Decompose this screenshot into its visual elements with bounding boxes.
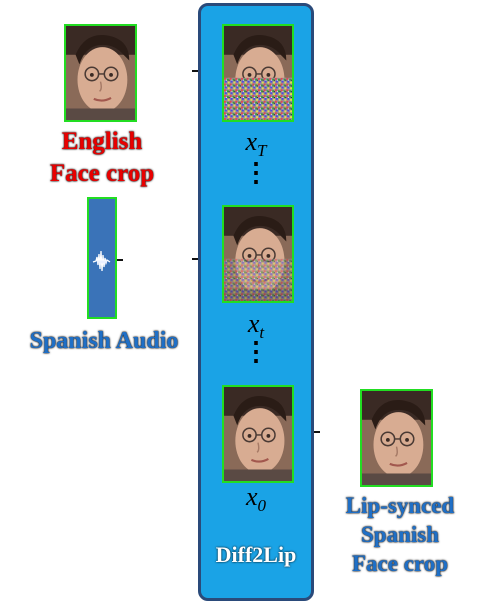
connector-model-to-output — [314, 431, 320, 433]
noisy-face-xt-image — [222, 205, 294, 303]
denoised-face-x0-image — [222, 385, 294, 483]
output-label-line1: Lip-synced — [345, 493, 455, 518]
vertical-dots-1: ⋮ — [243, 158, 269, 187]
output-label-line3: Face crop — [351, 551, 448, 576]
step-symbol: x — [247, 309, 260, 338]
vertical-dots-2: ⋮ — [243, 337, 269, 366]
spanish-audio-label: Spanish Audio — [29, 328, 179, 354]
step-label-xt: xt — [198, 309, 314, 343]
noisy-face-xT-image — [222, 24, 294, 122]
step-subscript: 0 — [257, 496, 267, 516]
english-face-crop-image — [64, 24, 137, 122]
model-name-label: Diff2Lip — [215, 542, 297, 567]
output-label-line2: Spanish — [360, 522, 439, 547]
step-symbol: x — [245, 127, 258, 156]
lip-synced-face-crop-image — [360, 389, 433, 487]
english-face-label-line2: Face crop — [49, 160, 155, 187]
step-subscript: t — [259, 323, 265, 343]
connector-audio-panel — [117, 259, 123, 261]
connector-audio-to-model — [192, 258, 198, 260]
connector-face-to-model — [192, 70, 198, 72]
english-face-label-line1: English — [61, 128, 143, 155]
step-subscript: T — [257, 141, 267, 161]
step-symbol: x — [245, 482, 258, 511]
step-label-x0: x0 — [198, 482, 314, 516]
spanish-audio-waveform — [87, 197, 117, 319]
step-label-xT: xT — [198, 127, 314, 161]
